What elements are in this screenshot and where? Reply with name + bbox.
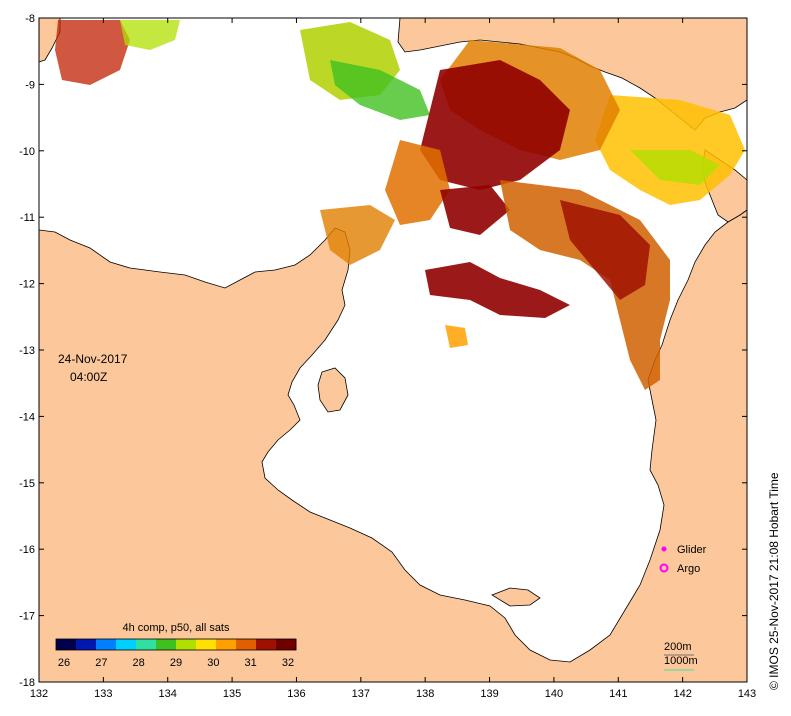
x-axis: 132 133 134 135 136 137 138 139 140 141 142 143 <box>30 18 756 700</box>
glider-icon <box>661 546 667 552</box>
x-tick-label: 138 <box>416 688 434 700</box>
y-tick-label: -15 <box>19 478 35 490</box>
depth-200m-label: 200m <box>664 641 692 653</box>
colorbar-tick-label: 29 <box>170 657 182 669</box>
colorbar-tick-label: 30 <box>207 657 219 669</box>
colorbar-ticks: 26 27 28 29 30 31 32 <box>58 657 294 669</box>
x-tick-label: 134 <box>159 688 177 700</box>
argo-icon <box>659 563 669 573</box>
colorbar-swatch <box>96 639 117 650</box>
x-tick-label: 141 <box>609 688 627 700</box>
colorbar-segments <box>56 639 297 650</box>
colorbar-tick-label: 31 <box>245 657 257 669</box>
colorbar-swatch <box>256 639 277 650</box>
colorbar-tick-label: 27 <box>95 657 107 669</box>
y-tick-label: -13 <box>19 345 35 357</box>
colorbar-swatch <box>236 639 257 650</box>
colorbar-swatch <box>156 639 177 650</box>
colorbar-swatch <box>76 639 97 650</box>
sst-data-layer <box>55 20 745 390</box>
y-tick-label: -10 <box>19 146 35 158</box>
y-tick-label: -16 <box>19 544 35 556</box>
colorbar-tick-label: 28 <box>133 657 145 669</box>
credit-text: © IMOS 25-Nov-2017 21:08 Hobart Time <box>767 472 781 690</box>
date-label: 24-Nov-2017 <box>58 352 128 366</box>
x-tick-label: 135 <box>223 688 241 700</box>
y-tick-label: -11 <box>20 212 35 224</box>
argo-label: Argo <box>677 563 700 575</box>
colorbar-tick-label: 32 <box>282 657 294 669</box>
x-tick-label: 137 <box>352 688 370 700</box>
colorbar-frame <box>55 638 297 651</box>
colorbar-swatch <box>56 639 77 650</box>
colorbar-title: 4h comp, p50, all sats <box>122 622 230 634</box>
colorbar-swatch <box>276 639 297 650</box>
y-tick-label: -12 <box>19 279 35 291</box>
land-groote-eylandt <box>317 367 349 413</box>
depth-1000m-label: 1000m <box>664 655 698 667</box>
marker-legend: Glider Argo <box>659 544 707 575</box>
time-label: 04:00Z <box>70 370 107 384</box>
colorbar-swatch <box>176 639 197 650</box>
y-tick-label: -17 <box>19 611 35 623</box>
glider-label: Glider <box>677 544 707 556</box>
x-tick-label: 139 <box>480 688 498 700</box>
y-tick-label: -14 <box>19 411 35 423</box>
colorbar-swatch <box>116 639 137 650</box>
colorbar-tick-label: 26 <box>58 657 70 669</box>
y-tick-label: -18 <box>19 677 35 689</box>
y-axis: -8 -9 -10 -11 -12 -13 -14 -15 -16 -17 -18 <box>19 13 747 689</box>
x-tick-label: 133 <box>94 688 112 700</box>
y-tick-label: -8 <box>25 13 35 25</box>
x-tick-label: 143 <box>738 688 756 700</box>
land-mornington <box>491 587 541 607</box>
colorbar-swatch <box>196 639 217 650</box>
x-tick-label: 136 <box>287 688 305 700</box>
x-tick-label: 132 <box>30 688 48 700</box>
colorbar-swatch <box>136 639 157 650</box>
x-tick-label: 140 <box>545 688 563 700</box>
x-tick-label: 142 <box>673 688 691 700</box>
depth-legend: 200m 1000m <box>664 641 698 671</box>
colorbar: 4h comp, p50, all sats 26 27 28 29 30 31 32 <box>55 622 297 669</box>
colorbar-swatch <box>216 639 237 650</box>
y-tick-label: -9 <box>25 79 35 91</box>
